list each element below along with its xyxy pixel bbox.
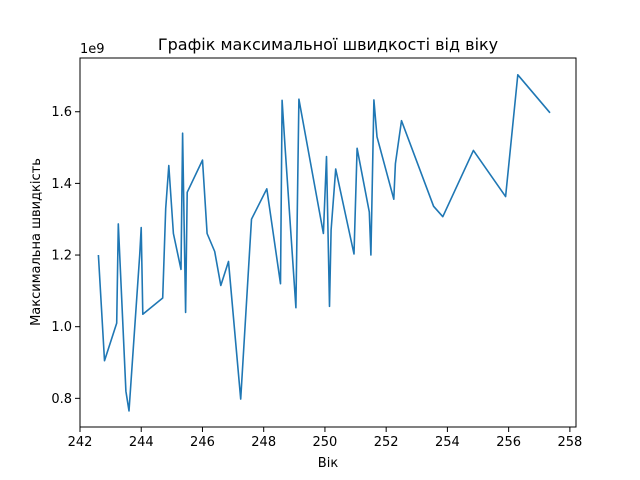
- x-tick-label: 252: [374, 435, 399, 450]
- y-tick-label: 1.6: [51, 105, 72, 120]
- y-tick-label: 1.4: [51, 177, 72, 192]
- y-tick-label: 1.0: [51, 320, 72, 335]
- y-offset-label: 1e9: [80, 42, 105, 57]
- x-tick-label: 248: [251, 435, 276, 450]
- x-tick-label: 246: [190, 435, 215, 450]
- x-axis-label: Вік: [318, 456, 339, 471]
- x-tick-label: 242: [68, 435, 93, 450]
- x-tick-label: 244: [129, 435, 154, 450]
- x-tick-label: 254: [435, 435, 460, 450]
- x-axis: 242 244 246 248 250 252 254 256 258: [68, 427, 582, 450]
- y-axis-label: Максимальна швидкість: [29, 158, 44, 326]
- plot-area: [79, 57, 577, 428]
- x-tick-label: 258: [557, 435, 582, 450]
- x-tick-label: 256: [496, 435, 521, 450]
- y-tick-label: 0.8: [51, 392, 72, 407]
- y-axis: 0.8 1.0 1.2 1.4 1.6: [51, 105, 80, 407]
- y-tick-label: 1.2: [51, 249, 72, 264]
- x-tick-label: 250: [313, 435, 338, 450]
- plot-frame: [79, 57, 577, 428]
- chart-title: Графік максимальної швидкості від віку: [158, 35, 498, 54]
- series-line: [97, 74, 551, 412]
